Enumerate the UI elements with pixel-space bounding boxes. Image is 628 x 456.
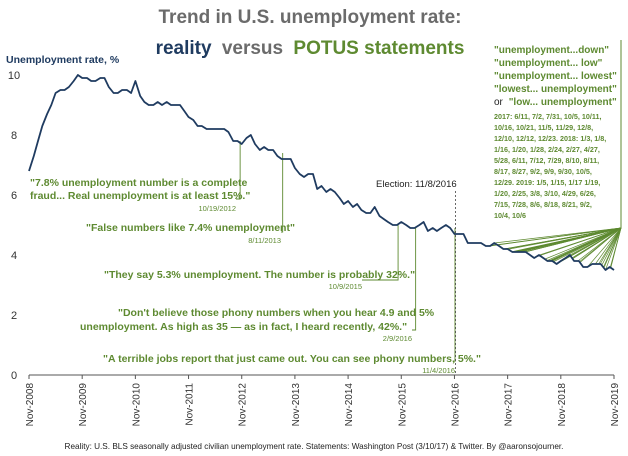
x-tick-label-nov-2012: Nov-2012 (238, 383, 249, 427)
statement-4-line1: "Don't believe those phony numbers when … (118, 307, 435, 319)
y-tick-label-0: 0 (11, 370, 17, 382)
statement-5: "A terrible jobs report that just came o… (103, 353, 481, 375)
potus-fan-lines (487, 40, 622, 271)
title-potus: POTUS statements (293, 38, 464, 59)
chart-title-line1: Trend in U.S. unemployment rate: (159, 7, 462, 28)
potus-quote-1: "unemployment...down" (494, 45, 609, 56)
x-tick-label-nov-2008: Nov-2008 (25, 383, 36, 427)
statement-3-date: 10/9/2015 (329, 282, 362, 291)
x-tick-label-nov-2016: Nov-2016 (450, 383, 461, 427)
statement-3: "They say 5.3% unemployment. The number … (104, 269, 415, 291)
x-tick-label-nov-2017: Nov-2017 (504, 383, 515, 427)
potus-fan-line-34 (570, 227, 622, 257)
statement-connector-3 (362, 225, 399, 281)
statement-5-quote: "A terrible jobs report that just came o… (103, 353, 481, 365)
statement-4: "Don't believe those phony numbers when … (80, 307, 437, 343)
title-reality: reality (156, 38, 212, 59)
chart-title-line2: reality versus POTUS statements (156, 38, 465, 59)
potus-fan-line-2 (490, 227, 622, 247)
x-tick-label-nov-2009: Nov-2009 (78, 383, 89, 427)
y-tick-label-2: 2 (11, 310, 17, 322)
statement-5-date: 11/4/2016 (422, 366, 455, 375)
statement-1-line2: fraud... Real unemployment is at least 1… (30, 190, 250, 202)
potus-quote-3: "unemployment... lowest" (494, 71, 617, 82)
potus-fan-line-8 (508, 227, 622, 250)
potus-fan-line-3 (494, 227, 622, 244)
statement-4-date: 2/9/2016 (383, 334, 412, 343)
x-tick-label-nov-2014: Nov-2014 (344, 383, 355, 427)
y-axis-label: Unemployment rate, % (6, 54, 120, 66)
statement-1: "7.8% unemployment number is a complete … (30, 177, 250, 213)
svg-text:"7.8% unemployment number is a: "7.8% unemployment number is a complete … (30, 177, 250, 202)
unemployment-rate-line (28, 74, 615, 271)
statement-2-quote: "False numbers like 7.4% unemployment" (86, 222, 295, 234)
statement-1-date: 10/19/2012 (198, 204, 236, 213)
x-tick-label-nov-2015: Nov-2015 (397, 383, 408, 427)
statement-2-date: 8/11/2013 (248, 236, 281, 245)
y-tick-label-4: 4 (11, 250, 17, 262)
statement-connectors (236, 141, 456, 375)
x-tick-label-nov-2011: Nov-2011 (185, 383, 196, 426)
potus-fan-line-43 (595, 227, 622, 265)
statement-2: "False numbers like 7.4% unemployment" 8… (86, 222, 295, 245)
potus-fan-line-48 (603, 227, 622, 269)
potus-fan-line-42 (587, 227, 622, 268)
potus-fan-line-38 (572, 227, 622, 260)
x-tick-label-nov-2019: Nov-2019 (610, 383, 621, 427)
potus-or: or (494, 97, 504, 108)
potus-fan-line-51 (610, 227, 622, 268)
y-tick-label-10: 10 (8, 70, 20, 82)
potus-fan-line-23 (544, 227, 622, 260)
potus-last-quote: "low... unemployment" (509, 97, 617, 108)
potus-fan-line-46 (601, 227, 622, 266)
x-tick-label-nov-2018: Nov-2018 (557, 383, 568, 427)
statement-1-line1: "7.8% unemployment number is a complete (30, 177, 248, 189)
statement-4-line2: unemployment. As high as 35 — as in fact… (80, 321, 407, 333)
potus-quote-5: or "low... unemployment" (494, 97, 617, 108)
potus-quote-2: "unemployment... low" (494, 58, 603, 69)
potus-statements-box: "unemployment...down" "unemployment... l… (494, 45, 617, 220)
y-tick-label-6: 6 (11, 190, 17, 202)
source-note: Reality: U.S. BLS seasonally adjusted ci… (65, 442, 564, 451)
potus-fan-line-41 (579, 227, 622, 263)
y-tick-label-8: 8 (11, 130, 17, 142)
potus-quote-4: "lowest... unemployment" (494, 84, 617, 95)
title-versus: versus (222, 38, 283, 59)
potus-fan-line-49 (605, 227, 622, 271)
statement-connector-1 (236, 141, 241, 200)
x-tick-label-nov-2013: Nov-2013 (291, 383, 302, 427)
statement-connector-2 (281, 153, 284, 233)
axes: 0 2 4 6 8 10 Nov-2008 Nov-2009 Nov-2010 Nov-2011 N… (8, 70, 621, 426)
series-layer (28, 74, 615, 271)
statement-connector-4 (412, 228, 417, 331)
potus-dates: 2017: 6/11, 7/2, 7/31, 10/5, 10/11, 10/1… (494, 112, 608, 220)
potus-fan-line-22 (538, 227, 622, 256)
statement-3-quote: "They say 5.3% unemployment. The number … (104, 269, 415, 281)
svg-text:"Don't believe those phony num: "Don't believe those phony numbers when … (80, 307, 437, 333)
potus-fan-line-20 (525, 227, 622, 253)
election-label: Election: 11/8/2016 (376, 179, 457, 190)
x-tick-label-nov-2010: Nov-2010 (131, 383, 142, 427)
